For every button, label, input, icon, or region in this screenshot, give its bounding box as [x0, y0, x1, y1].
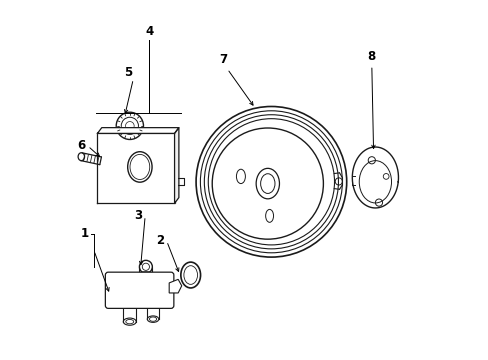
Circle shape: [196, 107, 346, 257]
Circle shape: [212, 128, 323, 239]
Circle shape: [116, 112, 143, 139]
Text: 6: 6: [77, 139, 85, 152]
Polygon shape: [97, 128, 179, 134]
Polygon shape: [169, 279, 182, 293]
Polygon shape: [174, 128, 179, 203]
Text: 3: 3: [134, 210, 142, 222]
Circle shape: [144, 281, 162, 299]
Circle shape: [139, 260, 152, 273]
Circle shape: [117, 279, 139, 301]
Text: 8: 8: [367, 50, 375, 63]
Text: 5: 5: [123, 66, 132, 79]
FancyBboxPatch shape: [105, 272, 174, 309]
Text: 2: 2: [156, 234, 164, 247]
Text: 1: 1: [81, 227, 89, 240]
Text: 4: 4: [145, 25, 153, 38]
Text: 7: 7: [219, 53, 226, 66]
Circle shape: [172, 282, 180, 290]
